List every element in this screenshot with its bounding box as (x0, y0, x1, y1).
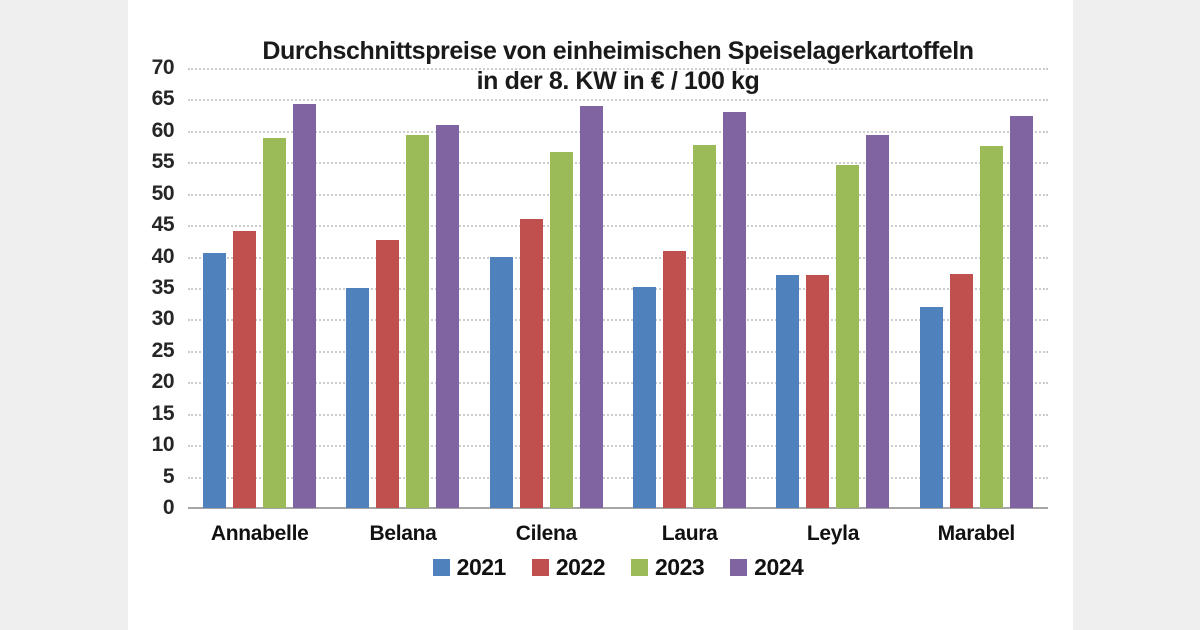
bar-leyla-2021 (776, 275, 800, 508)
y-tick-label-70: 70 (151, 56, 175, 79)
chart-title-line2: in der 8. KW in € / 100 kg (476, 67, 760, 95)
legend-item-2021: 2021 (432, 554, 507, 581)
bar-belana-2024 (436, 124, 460, 508)
bar-annabelle-2021 (203, 253, 227, 508)
category-label-laura: Laura (661, 522, 718, 545)
bar-marabel-2022 (949, 273, 973, 508)
gridline-50 (188, 193, 1048, 196)
legend-label-2022: 2022 (555, 554, 606, 580)
plot-area (188, 68, 1048, 509)
y-tick-label-5: 5 (162, 464, 175, 488)
bar-laura-2021 (633, 286, 657, 508)
category-label-marabel: Marabel (937, 522, 1016, 545)
bar-cilena-2024 (579, 105, 603, 508)
y-tick-label-25: 25 (151, 338, 175, 362)
bar-cilena-2023 (549, 151, 573, 508)
bar-laura-2024 (723, 112, 747, 508)
bar-group-marabel (905, 68, 1048, 508)
legend-swatch-2023 (631, 559, 648, 576)
bar-laura-2022 (663, 250, 687, 508)
bar-marabel-2023 (979, 145, 1003, 508)
bar-leyla-2023 (836, 164, 860, 508)
y-tick-label-35: 35 (151, 276, 175, 299)
gridline-55 (188, 162, 1048, 165)
bar-group-laura (618, 68, 761, 508)
legend-label-2023: 2023 (655, 554, 705, 580)
legend-label-2021: 2021 (456, 554, 507, 580)
gridline-40 (188, 256, 1048, 259)
bar-cilena-2021 (489, 256, 513, 508)
gridline-45 (188, 225, 1048, 228)
gridline-10 (188, 445, 1048, 448)
bar-leyla-2022 (806, 275, 830, 508)
gridline-15 (188, 413, 1048, 416)
y-tick-label-0: 0 (162, 496, 175, 519)
bar-annabelle-2022 (233, 230, 257, 508)
x-axis-category-labels: Annabelle Belana Cilena Laura Leyla Marabel (188, 522, 1048, 546)
category-label-annabelle: Annabelle (210, 522, 309, 545)
legend-label-2024: 2024 (754, 554, 804, 580)
y-axis-tick-labels: 70 65 60 55 50 45 40 35 30 25 20 15 10 5 0 (128, 56, 175, 519)
bar-annabelle-2023 (263, 137, 287, 508)
x-axis-line (188, 507, 1048, 509)
chart-title: Durchschnittspreise von einheimischen Sp… (188, 36, 1048, 96)
gridline-60 (188, 130, 1048, 133)
legend-item-2022: 2022 (531, 554, 606, 581)
y-tick-label-65: 65 (151, 87, 175, 111)
legend-swatch-2024 (730, 559, 748, 576)
bar-group-leyla (761, 68, 904, 508)
y-tick-label-30: 30 (151, 307, 175, 331)
legend-item-2024: 2024 (730, 554, 804, 581)
bar-marabel-2021 (919, 306, 943, 508)
gridline-35 (188, 288, 1048, 290)
y-tick-label-40: 40 (151, 244, 175, 268)
legend: 2021 2022 2023 2024 (188, 554, 1048, 581)
chart-card: Durchschnittspreise von einheimischen Sp… (128, 0, 1073, 630)
bar-leyla-2024 (866, 134, 890, 508)
y-tick-label-50: 50 (151, 181, 175, 205)
bar-group-belana (331, 68, 474, 508)
category-label-leyla: Leyla (806, 522, 860, 545)
chart-title-line1: Durchschnittspreise von einheimischen Sp… (262, 37, 974, 65)
gridline-65 (188, 99, 1048, 102)
gridline-5 (188, 476, 1048, 479)
bar-belana-2022 (376, 240, 400, 508)
legend-swatch-2022 (531, 559, 549, 576)
gridline-70 (188, 68, 1048, 70)
bar-group-cilena (475, 68, 618, 508)
bar-series-area (188, 68, 1048, 508)
bar-laura-2023 (693, 144, 717, 508)
legend-swatch-2021 (432, 559, 450, 576)
legend-item-2023: 2023 (631, 554, 705, 581)
gridline-25 (188, 350, 1048, 353)
y-tick-label-45: 45 (151, 213, 175, 237)
gridline-20 (188, 382, 1048, 385)
category-label-belana: Belana (369, 522, 437, 545)
y-tick-label-20: 20 (151, 370, 175, 394)
bar-group-annabelle (188, 68, 331, 508)
bar-marabel-2024 (1009, 116, 1033, 508)
y-tick-label-10: 10 (151, 433, 175, 457)
y-tick-label-15: 15 (151, 401, 175, 425)
bar-cilena-2022 (519, 218, 543, 508)
y-tick-label-55: 55 (151, 150, 175, 174)
y-tick-label-60: 60 (151, 118, 175, 142)
bar-belana-2021 (346, 288, 370, 508)
category-label-cilena: Cilena (515, 522, 578, 545)
gridline-30 (188, 319, 1048, 322)
bar-annabelle-2024 (293, 103, 317, 508)
bar-belana-2023 (406, 135, 430, 508)
